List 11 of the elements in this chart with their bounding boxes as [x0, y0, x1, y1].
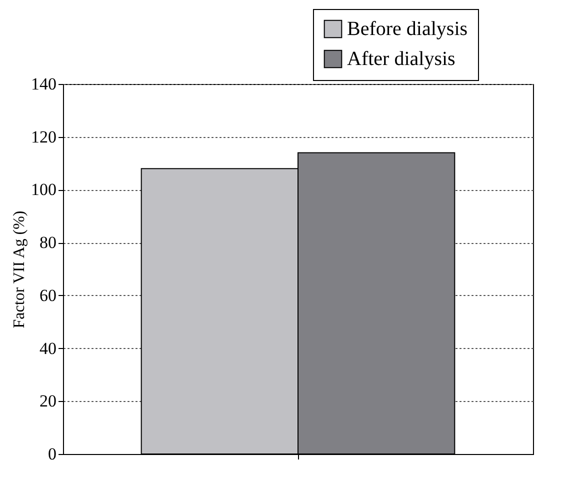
y-tick-label: 40: [40, 338, 56, 358]
y-tick-label: 60: [40, 286, 56, 305]
y-tick-label: 20: [40, 392, 56, 411]
y-tick-label: 80: [40, 233, 56, 252]
y-tick-label: 100: [31, 180, 56, 200]
y-tick-label: 120: [31, 127, 56, 146]
legend-label: After dialysis: [347, 48, 456, 70]
y-tick-label: 140: [31, 74, 56, 94]
y-axis-title: Factor VII Ag (%): [11, 210, 28, 328]
legend-label: Before dialysis: [347, 18, 468, 40]
y-tick-label: 0: [48, 444, 56, 464]
